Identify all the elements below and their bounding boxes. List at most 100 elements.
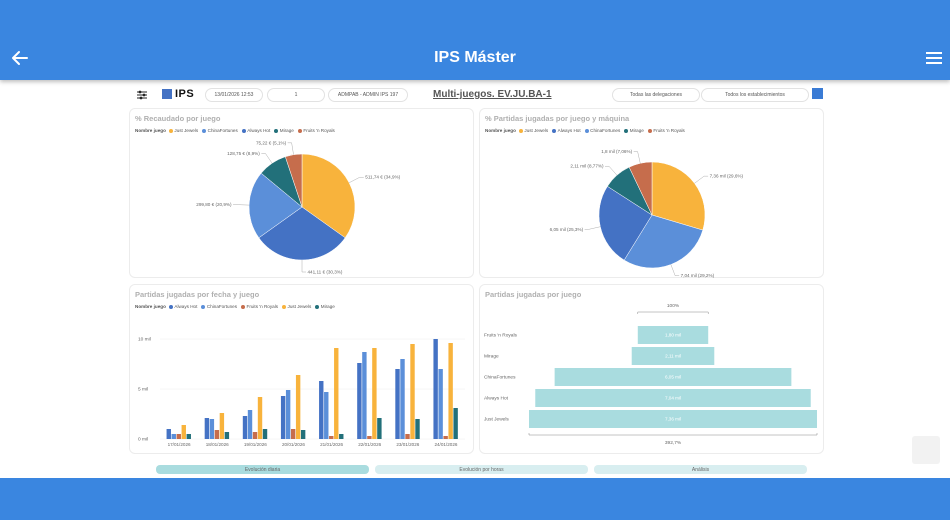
bar[interactable] <box>300 430 306 439</box>
bar[interactable] <box>362 352 367 439</box>
bar[interactable] <box>395 369 400 439</box>
pie-data-label: 6,05 mil (25,3%) <box>550 227 584 232</box>
top-app-bar: IPS Máster <box>0 0 950 80</box>
funnel-bottom-label: 392,7% <box>665 440 682 446</box>
delegation-filter[interactable]: Todas las delegaciones <box>612 88 700 102</box>
x-tick-label: 19/01/2026 <box>244 442 267 447</box>
x-tick-label: 22/01/2026 <box>358 442 381 447</box>
pie-slice[interactable] <box>248 172 303 239</box>
bar[interactable] <box>415 419 420 439</box>
pie-label-leader <box>584 226 601 230</box>
hamburger-menu-icon[interactable] <box>926 51 942 65</box>
pie-slice[interactable] <box>301 153 356 239</box>
funnel-bar[interactable] <box>554 368 792 386</box>
bar[interactable] <box>448 343 453 439</box>
bar[interactable] <box>166 429 171 439</box>
bar[interactable] <box>280 396 286 439</box>
bar[interactable] <box>247 410 253 439</box>
bar[interactable] <box>339 434 344 439</box>
bar[interactable] <box>410 344 415 439</box>
pie-recaudado-card: % Recaudado por juego Nombre juego Just … <box>129 108 474 278</box>
pie-slice[interactable] <box>285 153 303 208</box>
pie-chart-partidas: 7,36 mil (29,6%) 7,04 mil (29,2%) 6,05 mil… <box>550 149 744 278</box>
bar[interactable] <box>453 408 458 439</box>
tab-evolucion-horas[interactable]: Evolución por horas <box>375 465 588 474</box>
bar[interactable] <box>443 436 448 439</box>
filter-toggle-button[interactable] <box>812 88 823 99</box>
legend-item: Always Hot <box>168 304 197 309</box>
legend-item: Just Jewels <box>168 128 198 133</box>
funnel-category-label: ChinaFortunes <box>484 375 516 381</box>
bar[interactable] <box>290 429 296 439</box>
bar[interactable] <box>372 348 377 439</box>
bar[interactable] <box>329 436 334 439</box>
funnel-top-label: 100% <box>667 303 680 309</box>
funnel-bar[interactable] <box>631 347 715 365</box>
legend-item: ChinaFortunes <box>202 128 238 133</box>
legend-item: Mirage <box>624 128 644 133</box>
funnel-chart-card: Partidas jugadas por juego 100% 1,80 mil F… <box>479 284 824 454</box>
y-tick-label: 5 mil <box>138 387 148 393</box>
pie-data-label: 1,8 mil (7,06%) <box>601 149 632 154</box>
funnel-top-bracket <box>637 311 709 314</box>
back-arrow-icon[interactable] <box>10 48 30 68</box>
x-tick-label: 24/01/2026 <box>434 442 457 447</box>
legend-item: Always Hot <box>552 128 581 133</box>
bar[interactable] <box>285 390 291 439</box>
bar[interactable] <box>262 429 268 439</box>
bar[interactable] <box>357 363 362 439</box>
tab-evolucion-diaria[interactable]: Evolución diaria <box>156 465 369 474</box>
pie-label-leader <box>694 175 709 184</box>
funnel-bar[interactable] <box>529 410 817 428</box>
chart-legend: Nombre juego Always Hot ChinaFortunes Fr… <box>135 304 339 309</box>
bar[interactable] <box>438 369 443 439</box>
bar[interactable] <box>334 348 339 439</box>
bar[interactable] <box>367 436 372 439</box>
y-tick-label: 0 mil <box>138 437 148 443</box>
pie-slice[interactable] <box>258 206 346 261</box>
y-tick-label: 10 mil <box>138 337 151 343</box>
bar[interactable] <box>224 432 230 439</box>
bar[interactable] <box>209 419 215 439</box>
card-title: Partidas jugadas por fecha y juego <box>135 290 260 299</box>
tab-analisis[interactable]: Análisis <box>594 465 807 474</box>
bar[interactable] <box>204 418 210 439</box>
bar[interactable] <box>214 430 220 439</box>
bar[interactable] <box>324 392 329 439</box>
bar[interactable] <box>171 434 176 439</box>
establishment-filter[interactable]: Todos los establecimientos <box>701 88 809 102</box>
bar[interactable] <box>176 434 181 439</box>
bar[interactable] <box>405 434 410 439</box>
page-title[interactable]: Multi-juegos. EV.JU.BA-1 <box>433 89 552 100</box>
pie-slice[interactable] <box>651 161 706 231</box>
scroll-top-button[interactable] <box>912 436 940 464</box>
card-title: Partidas jugadas por juego <box>485 290 582 299</box>
bar[interactable] <box>252 432 258 439</box>
pie-data-label: 511,74 € (34,9%) <box>365 175 400 180</box>
legend-item: ChinaFortunes <box>584 128 620 133</box>
bar[interactable] <box>219 413 225 439</box>
bar[interactable] <box>295 375 301 439</box>
bar[interactable] <box>319 381 324 439</box>
funnel-category-label: Always Hot <box>484 396 509 402</box>
pie-label-leader <box>261 153 273 164</box>
chart-legend: Nombre juego Just Jewels ChinaFortunes A… <box>135 128 339 133</box>
bar[interactable] <box>377 418 382 439</box>
funnel-value-label: 2,11 mil <box>665 354 681 359</box>
funnel-bar[interactable] <box>637 326 709 344</box>
funnel-value-label: 1,80 mil <box>665 333 681 338</box>
legend-item: Fruits 'n Royals <box>647 128 685 133</box>
bar[interactable] <box>257 397 263 439</box>
pie-data-label: 7,36 mil (29,6%) <box>710 174 744 179</box>
bar[interactable] <box>400 359 405 439</box>
bar[interactable] <box>433 339 438 439</box>
bar[interactable] <box>186 434 191 439</box>
pie-slice[interactable] <box>628 161 653 216</box>
bar[interactable] <box>242 416 248 439</box>
pie-chart-recaudado: 511,74 € (34,9%) 441,11 € (30,3%) 299,80 €… <box>196 140 400 274</box>
funnel-category-label: Mirage <box>484 354 499 360</box>
funnel-category-label: Fruits 'n Royals <box>484 333 518 339</box>
pie-label-leader <box>633 151 641 164</box>
bar[interactable] <box>181 425 186 439</box>
funnel-bar[interactable] <box>535 389 811 407</box>
